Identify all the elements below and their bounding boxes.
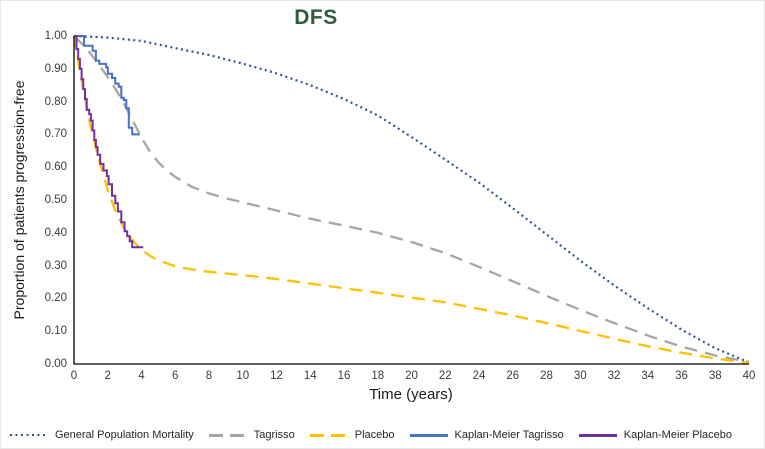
x-tick-label: 4: [138, 370, 145, 382]
x-tick-label: 8: [205, 370, 213, 382]
x-tick-label: 22: [438, 370, 452, 382]
series-general-population-mortality: [73, 34, 750, 364]
legend-item-kaplan-meier-tagrisso: Kaplan-Meier Tagrisso: [409, 429, 564, 441]
legend-label: Kaplan-Meier Tagrisso: [454, 429, 564, 441]
x-tick-label: 36: [675, 370, 688, 382]
series-tagrisso: [73, 35, 750, 364]
legend-label: Kaplan-Meier Placebo: [623, 429, 732, 441]
legend-label: Tagrisso: [253, 429, 295, 441]
legend-item-kaplan-meier-placebo: Kaplan-Meier Placebo: [578, 429, 732, 441]
chart-title: DFS: [294, 6, 338, 29]
x-tick-label: 14: [303, 370, 317, 382]
dotted-line-swatch: [9, 433, 48, 437]
series-kaplan-meier-placebo: [74, 35, 144, 249]
solid-line-swatch: [409, 433, 448, 437]
y-tick-label: 0.40: [44, 226, 67, 239]
legend-item-placebo: Placebo: [309, 429, 395, 441]
x-tick-label: 28: [540, 370, 553, 382]
x-tick-label: 38: [708, 370, 722, 382]
legend-item-general-population-mortality: General Population Mortality: [9, 429, 194, 441]
y-tick-label: 0.60: [44, 161, 67, 174]
x-tick-label: 0: [70, 370, 78, 382]
y-tick-label: 0.70: [44, 128, 67, 141]
y-tick-label: 0.50: [44, 194, 67, 206]
y-tick-label: 0.00: [44, 358, 67, 370]
x-tick-label: 34: [641, 370, 655, 382]
y-tick-label: 0.80: [44, 95, 67, 108]
y-tick-label: 0.30: [44, 259, 67, 272]
x-tick-label: 20: [405, 370, 418, 382]
x-tick-label: 10: [236, 370, 250, 382]
y-tick-label: 1.00: [44, 30, 67, 42]
x-tick-label: 32: [607, 370, 621, 382]
x-tick-label: 12: [270, 370, 283, 382]
legend-item-tagrisso: Tagrisso: [208, 429, 295, 441]
y-tick-label: 0.10: [44, 325, 67, 338]
axis-lines: [73, 36, 749, 365]
legend: General Population Mortality Tagrisso Pl…: [1, 425, 741, 445]
y-tick-label: 0.90: [44, 62, 67, 75]
x-tick-label: 26: [506, 370, 520, 382]
legend-label: General Population Mortality: [54, 429, 194, 441]
x-axis-title: Time (years): [369, 386, 453, 403]
dashed-line-swatch: [309, 433, 348, 437]
solid-line-swatch: [578, 433, 617, 437]
x-tick-label: 30: [573, 370, 587, 382]
x-tick-label: 6: [172, 370, 179, 382]
series-placebo: [72, 35, 750, 365]
x-tick-label: 24: [472, 370, 486, 382]
legend-label: Placebo: [354, 429, 395, 441]
x-tick-label: 16: [337, 370, 351, 382]
dashed-line-swatch: [208, 433, 247, 437]
series-kaplan-meier-tagrisso: [74, 35, 140, 136]
y-tick-label: 0.20: [44, 292, 67, 305]
x-tick-label: 18: [371, 370, 385, 382]
x-tick-label: 2: [104, 370, 111, 382]
x-tick-label: 40: [742, 370, 756, 382]
plot-area: [72, 34, 750, 365]
